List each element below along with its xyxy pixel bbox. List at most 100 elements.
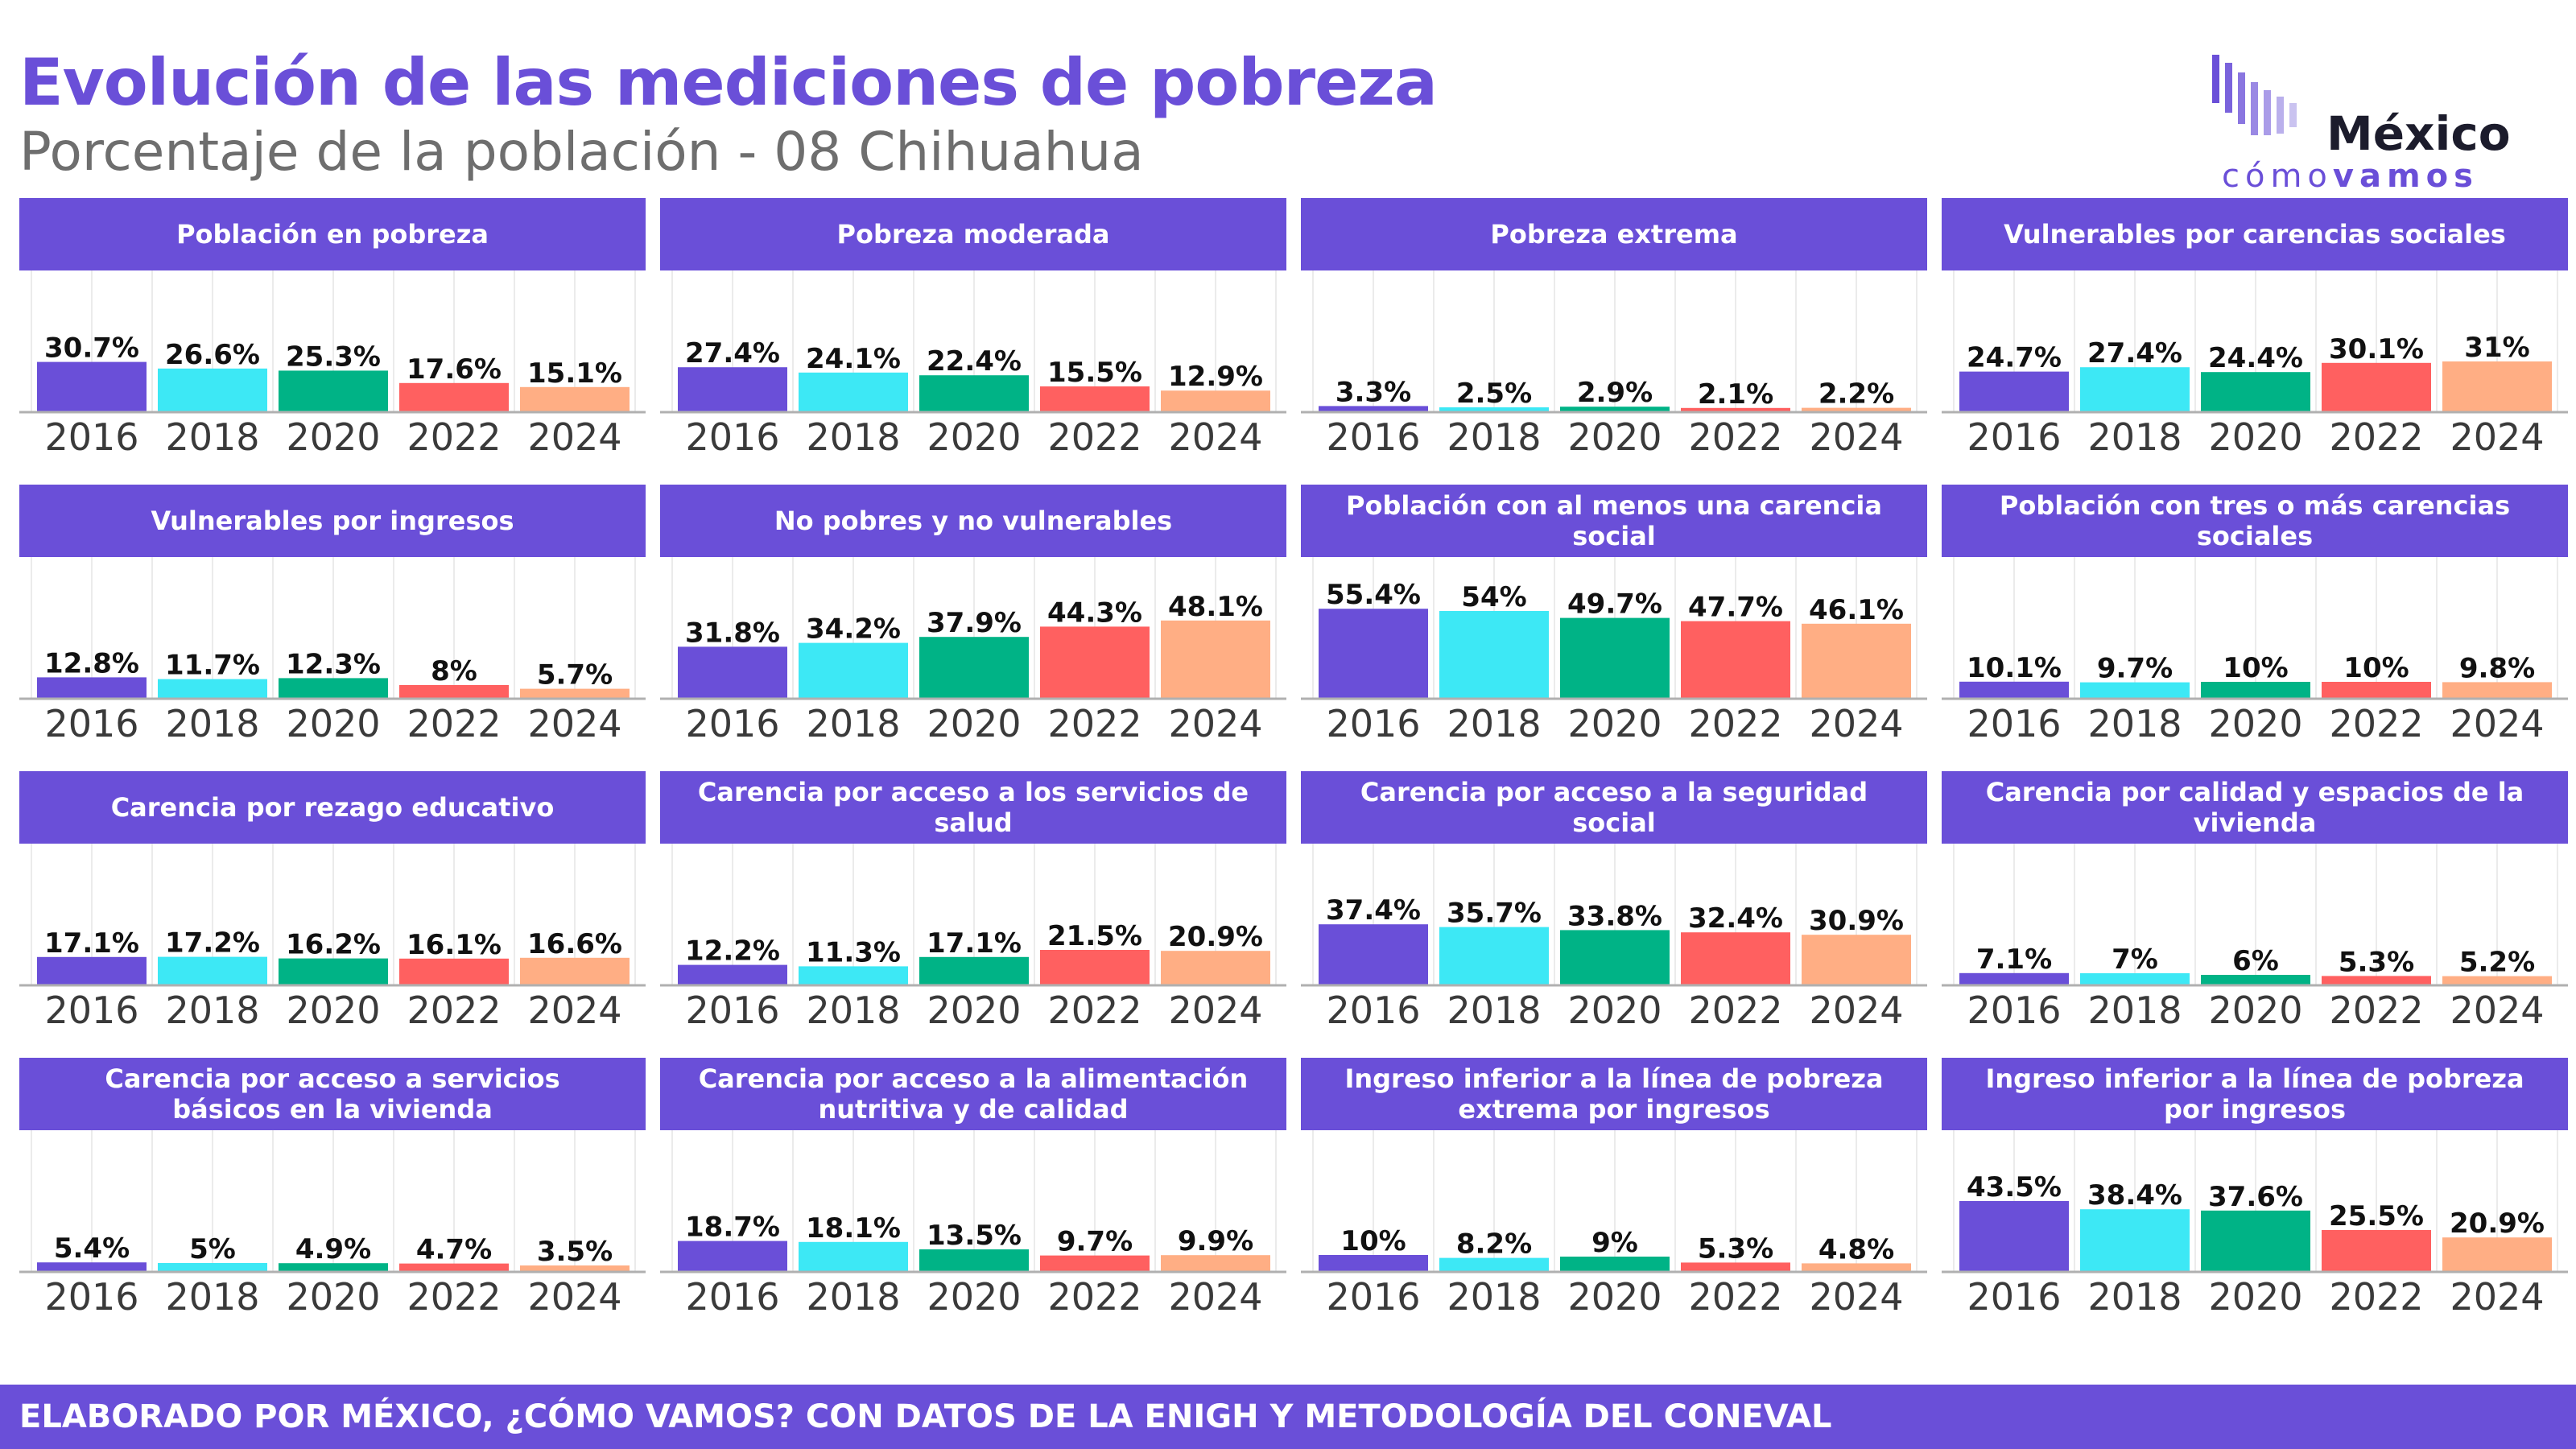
logo-tagline: cómovamos	[2222, 158, 2479, 195]
value-label: 27.4%	[685, 337, 780, 369]
value-label: 5.2%	[2459, 947, 2535, 979]
x-tick-label: 2022	[1688, 989, 1782, 1032]
chart-panel: Población en pobreza 30.7% 2016 26.6% 2018 25…	[19, 198, 646, 480]
x-tick-label: 2016	[1967, 1275, 2061, 1319]
value-label: 25.3%	[286, 341, 381, 373]
chart-title: Carencia por acceso a los servicios de s…	[660, 771, 1286, 844]
bar-2022	[2322, 682, 2431, 698]
x-tick-label: 2020	[1567, 1275, 1662, 1319]
chart-panel: Ingreso inferior a la línea de pobreza e…	[1301, 1058, 1927, 1340]
x-tick-label: 2022	[1688, 702, 1782, 745]
bar-2022	[1040, 1255, 1150, 1271]
x-tick-label: 2022	[1688, 1275, 1782, 1319]
bar-2018	[799, 372, 908, 411]
bar-2016	[1319, 924, 1428, 985]
value-label: 24.7%	[1967, 342, 2062, 374]
bar-2020	[1560, 617, 1670, 698]
value-label: 13.5%	[927, 1220, 1022, 1252]
chart-plot: 10% 2016 8.2% 2018 9% 2020 5.3% 2022 4.8% 2024	[1301, 1130, 1927, 1319]
x-tick-label: 2016	[1326, 989, 1420, 1032]
x-tick-label: 2022	[1047, 415, 1141, 459]
chart-plot: 37.4% 2016 35.7% 2018 33.8% 2020 32.4% 2022 30.9…	[1301, 844, 1927, 1032]
value-label: 8%	[431, 655, 477, 687]
x-tick-label: 2016	[685, 989, 779, 1032]
bar-2020	[919, 375, 1029, 411]
x-tick-label: 2016	[1326, 702, 1420, 745]
bar-2018	[158, 368, 267, 411]
value-label: 9.7%	[1057, 1226, 1133, 1258]
chart-plot: 12.8% 2016 11.7% 2018 12.3% 2020 8% 2022 5.7% 202…	[19, 557, 646, 745]
chart-title: Carencia por acceso a la alimentación nu…	[660, 1058, 1286, 1130]
bar-2022	[399, 1263, 509, 1271]
bar-2024	[520, 386, 630, 411]
chart-panel: Población con al menos una carencia soci…	[1301, 485, 1927, 766]
chart-plot: 31.8% 2016 34.2% 2018 37.9% 2020 44.3% 2022 48.1…	[660, 557, 1286, 745]
bar-2018	[1439, 407, 1549, 411]
value-label: 2.1%	[1698, 378, 1773, 411]
bar-2016	[37, 361, 147, 411]
value-label: 15.5%	[1047, 357, 1142, 389]
bar-2020	[919, 956, 1029, 985]
x-tick-label: 2024	[2450, 702, 2544, 745]
x-tick-label: 2022	[1047, 702, 1141, 745]
value-label: 26.6%	[165, 339, 260, 371]
bar-2020	[2201, 372, 2310, 411]
footer-bar: ELABORADO POR MÉXICO, ¿CÓMO VAMOS? CON D…	[0, 1385, 2576, 1449]
bar-2022	[1040, 386, 1150, 411]
chart-panel: Pobreza moderada 27.4% 2016 24.1% 2018 22.4% 2…	[660, 198, 1286, 480]
logo-word: México	[2326, 106, 2511, 161]
value-label: 37.6%	[2208, 1181, 2303, 1213]
value-label: 3.3%	[1335, 376, 1411, 408]
value-label: 4.9%	[295, 1233, 371, 1265]
bar-2024	[1161, 1255, 1270, 1271]
value-label: 30.7%	[44, 332, 139, 365]
bar-2024	[520, 688, 630, 698]
chart-grid: Población en pobreza 30.7% 2016 26.6% 2018 25…	[19, 198, 2568, 1340]
x-tick-label: 2022	[1047, 989, 1141, 1032]
x-tick-label: 2024	[1809, 415, 1903, 459]
x-tick-label: 2018	[806, 1275, 900, 1319]
chart-panel: Carencia por rezago educativo 17.1% 2016 17…	[19, 771, 646, 1053]
page-title: Evolución de las mediciones de pobreza	[19, 45, 1438, 120]
value-label: 10%	[2343, 652, 2409, 684]
value-label: 5.7%	[537, 659, 613, 691]
value-label: 5%	[189, 1233, 236, 1265]
value-label: 20.9%	[1168, 921, 1263, 953]
x-tick-label: 2022	[2329, 1275, 2423, 1319]
value-label: 24.4%	[2208, 342, 2303, 374]
x-tick-label: 2020	[927, 1275, 1021, 1319]
value-label: 2.5%	[1456, 378, 1532, 410]
x-tick-label: 2018	[165, 415, 259, 459]
value-label: 16.6%	[527, 928, 622, 960]
chart-panel: Carencia por calidad y espacios de la vi…	[1942, 771, 2568, 1053]
x-tick-label: 2018	[165, 702, 259, 745]
value-label: 5.3%	[1698, 1232, 1773, 1265]
x-tick-label: 2018	[806, 989, 900, 1032]
x-tick-label: 2024	[527, 989, 621, 1032]
chart-plot: 18.7% 2016 18.1% 2018 13.5% 2020 9.7% 2022 9.9% 2…	[660, 1130, 1286, 1319]
x-tick-label: 2016	[44, 989, 138, 1032]
bar-2020	[279, 370, 388, 411]
x-tick-label: 2022	[2329, 702, 2423, 745]
x-tick-label: 2024	[527, 702, 621, 745]
bar-2024	[1802, 623, 1911, 698]
logo-bars-icon	[2212, 55, 2297, 135]
bar-2024	[2442, 1237, 2552, 1271]
value-label: 8.2%	[1456, 1228, 1532, 1261]
x-tick-label: 2024	[1809, 989, 1903, 1032]
value-label: 11.3%	[806, 936, 901, 968]
logo-tagline-light: cómo	[2222, 158, 2333, 195]
value-label: 46.1%	[1809, 594, 1904, 626]
value-label: 9.8%	[2459, 652, 2535, 684]
chart-panel: Carencia por acceso a los servicios de s…	[660, 771, 1286, 1053]
x-tick-label: 2020	[286, 989, 380, 1032]
value-label: 49.7%	[1567, 588, 1662, 621]
bar-2018	[1439, 611, 1549, 698]
x-tick-label: 2018	[2087, 415, 2182, 459]
chart-plot: 27.4% 2016 24.1% 2018 22.4% 2020 15.5% 2022 12.9…	[660, 270, 1286, 459]
value-label: 38.4%	[2087, 1179, 2182, 1212]
x-tick-label: 2018	[2087, 702, 2182, 745]
value-label: 32.4%	[1688, 902, 1783, 935]
bar-2016	[1959, 1201, 2069, 1271]
x-tick-label: 2024	[2450, 1275, 2544, 1319]
